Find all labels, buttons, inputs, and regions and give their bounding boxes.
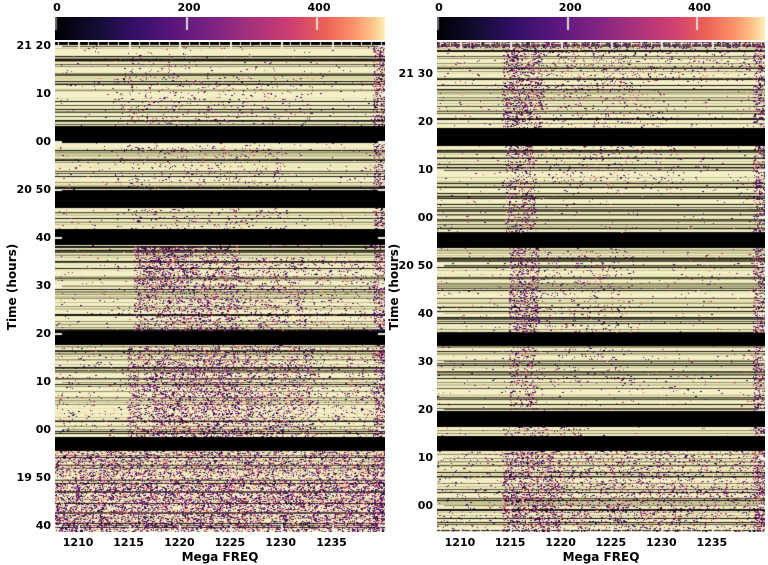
y-tick-label: 00	[417, 210, 433, 224]
heatmap-left	[55, 42, 385, 532]
y-tick-label: 10	[35, 375, 51, 389]
heatmap-right	[437, 42, 765, 532]
y-tick-label: 20	[417, 403, 433, 416]
spectrogram-panel-left: Time (hours) Mega FREQ 0 200 400 1210 1215 12…	[5, 1, 385, 564]
y-tick-label: 21 30	[398, 66, 433, 80]
y-tick-label: 30	[35, 279, 51, 293]
y-tick-label: 10	[417, 162, 433, 176]
y-tick-label: 10	[35, 86, 51, 100]
x-axis-title-left: Mega FREQ	[181, 550, 259, 564]
y-tick-label: 20 50	[16, 183, 51, 196]
y-tick-label: 40	[35, 231, 51, 245]
x-tick-label: 1210	[62, 536, 94, 549]
y-tick-label: 00	[35, 134, 51, 148]
colorbar-tick-label: 0	[435, 1, 443, 14]
colorbar-tick-label: 0	[53, 1, 61, 14]
colorbar-tick-label: 400	[687, 1, 711, 14]
colorbar-left	[55, 17, 385, 40]
y-tick-label: 10	[417, 451, 433, 465]
y-tick-label: 40	[35, 519, 51, 533]
x-tick-label: 1220	[164, 536, 195, 549]
spectrogram-panel-right: Time (hours) Mega FREQ 0 200 400 1210 1215 12…	[387, 1, 765, 564]
x-tick-label: 1215	[494, 536, 526, 549]
colorbar-tick-label: 400	[307, 1, 331, 14]
colorbar-tick-label: 200	[558, 1, 582, 14]
x-tick-label: 1215	[113, 536, 144, 549]
colorbar-right	[437, 17, 765, 40]
x-tick-label: 1225	[214, 536, 246, 549]
y-tick-label: 19 50	[16, 471, 51, 485]
x-tick-label: 1220	[545, 536, 576, 549]
x-axis-title-right: Mega FREQ	[562, 550, 640, 564]
x-tick-label: 1235	[696, 536, 728, 549]
x-tick-label: 1230	[646, 536, 677, 549]
y-tick-label: 30	[417, 354, 433, 368]
y-tick-label: 00	[417, 499, 433, 513]
y-tick-label: 20	[35, 327, 51, 341]
y-tick-label: 20	[417, 114, 433, 128]
x-tick-label: 1225	[595, 536, 627, 549]
x-tick-label: 1210	[444, 536, 476, 549]
y-tick-label: 20 50	[398, 258, 433, 272]
y-tick-label: 21 20	[16, 38, 51, 52]
x-tick-label: 1230	[265, 536, 297, 549]
y-tick-label: 40	[417, 306, 433, 320]
y-tick-label: 00	[35, 423, 51, 437]
colorbar-tick-label: 200	[177, 1, 201, 14]
x-tick-label: 1235	[316, 536, 347, 549]
